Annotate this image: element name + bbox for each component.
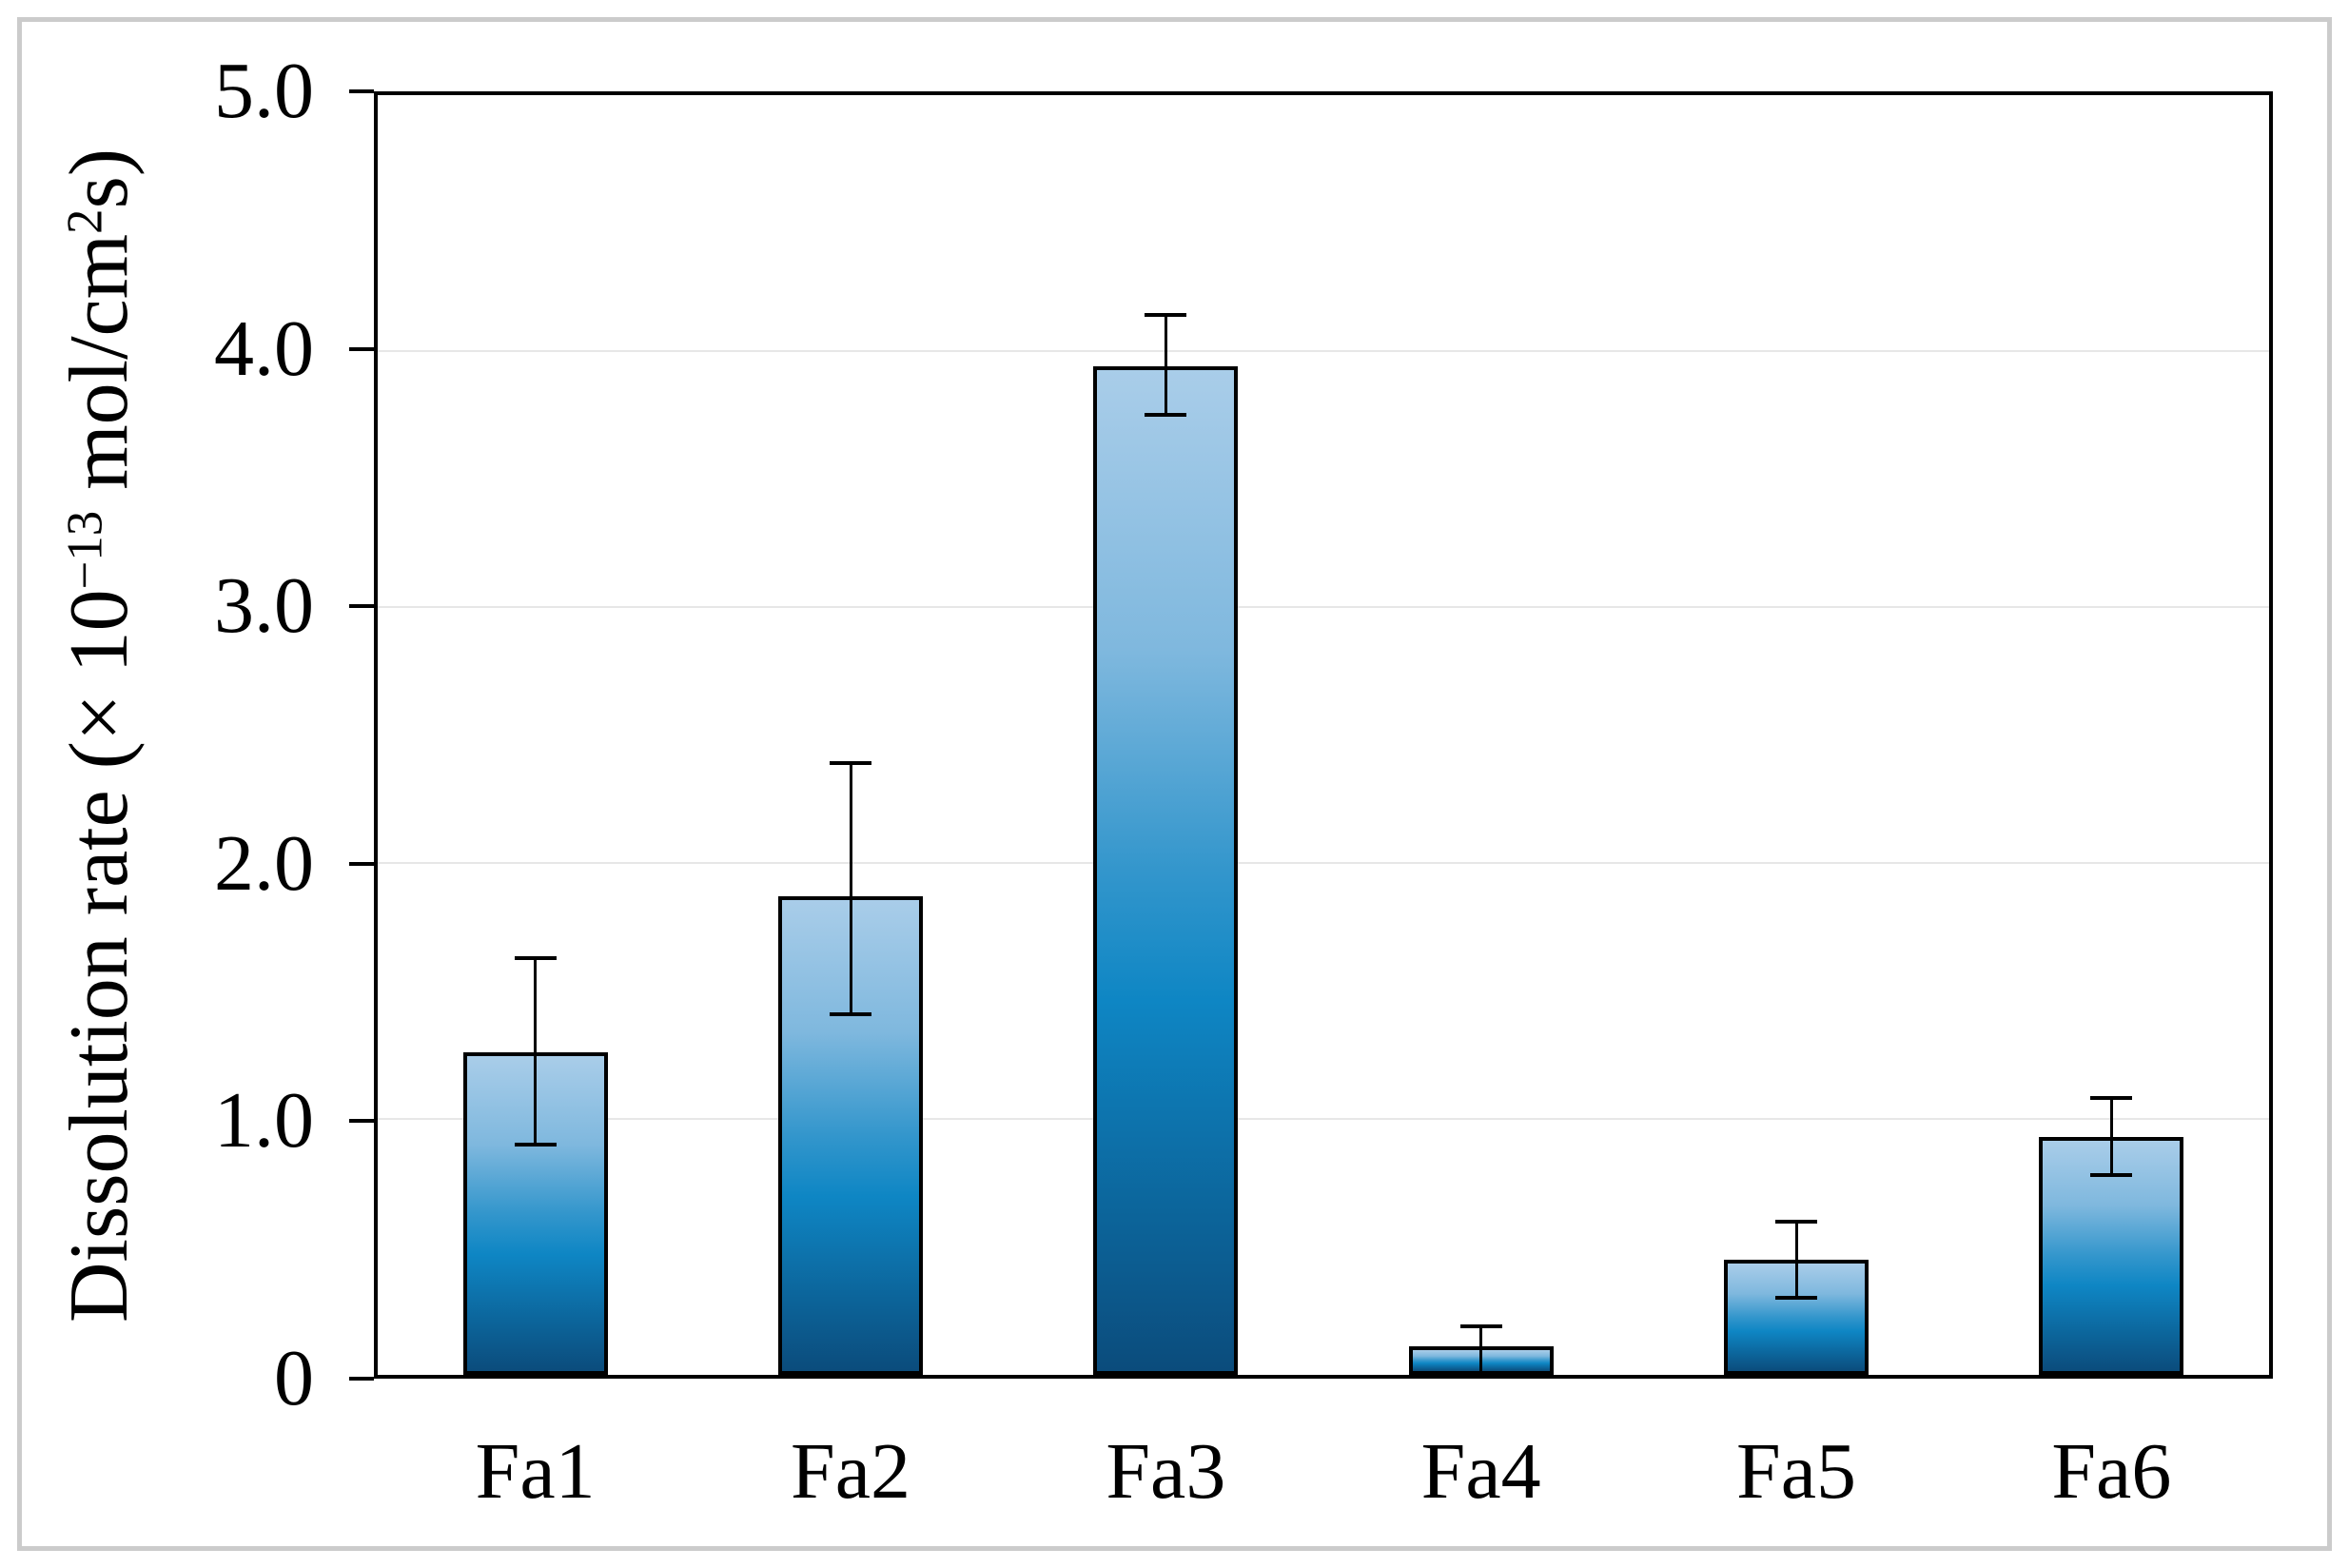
gridline-1.0 — [378, 1118, 2269, 1120]
x-category-label-Fa3: Fa3 — [1106, 1427, 1226, 1516]
y-axis-tick-0 — [349, 1377, 374, 1381]
error-bar-line-Fa2 — [849, 763, 852, 1014]
error-bar-cap-top-Fa1 — [514, 955, 557, 960]
error-bar-line-Fa1 — [534, 957, 538, 1145]
error-bar-line-Fa6 — [2109, 1098, 2113, 1176]
error-bar-line-Fa3 — [1164, 315, 1167, 416]
y-axis-tick-1.0 — [349, 1119, 374, 1124]
x-category-label-Fa2: Fa2 — [791, 1427, 910, 1516]
y-axis-title-prefix: Dissolution rate (× 10 — [53, 588, 146, 1323]
y-axis-tick-4.0 — [349, 346, 374, 351]
y-tick-label-5.0: 5.0 — [214, 47, 314, 135]
error-bar-line-Fa5 — [1794, 1221, 1798, 1299]
y-axis-tick-5.0 — [349, 89, 374, 93]
error-bar-cap-bottom-Fa6 — [2090, 1173, 2133, 1178]
x-category-label-Fa1: Fa1 — [475, 1427, 596, 1516]
y-axis-title-suffix: s) — [53, 147, 146, 209]
gridline-4.0 — [378, 350, 2269, 352]
error-bar-cap-top-Fa6 — [2090, 1096, 2133, 1101]
y-tick-label-2.0: 2.0 — [214, 818, 314, 908]
x-category-label-Fa6: Fa6 — [2051, 1427, 2172, 1516]
gridline-2.0 — [378, 862, 2269, 864]
y-tick-label-4.0: 4.0 — [214, 304, 314, 393]
error-bar-cap-top-Fa3 — [1145, 313, 1187, 318]
error-bar-cap-top-Fa4 — [1459, 1323, 1502, 1328]
y-axis-tick-3.0 — [349, 604, 374, 609]
error-bar-line-Fa4 — [1479, 1325, 1483, 1375]
error-bar-cap-bottom-Fa3 — [1145, 413, 1187, 418]
plot-area — [374, 91, 2273, 1379]
bar-Fa3 — [1093, 366, 1239, 1375]
y-tick-label-1.0: 1.0 — [214, 1076, 314, 1166]
bar-Fa5 — [1724, 1259, 1869, 1375]
y-axis-title-wrap: Dissolution rate (× 10−13 mol/cm2s) — [19, 91, 181, 1379]
y-axis-title-square: 2 — [57, 208, 113, 234]
x-category-label-Fa4: Fa4 — [1420, 1427, 1541, 1516]
y-axis-tick-2.0 — [349, 861, 374, 866]
error-bar-cap-bottom-Fa5 — [1775, 1296, 1817, 1301]
x-category-label-Fa5: Fa5 — [1736, 1427, 1856, 1516]
y-tick-label-0: 0 — [274, 1334, 314, 1422]
error-bar-cap-bottom-Fa4 — [1459, 1373, 1502, 1377]
error-bar-cap-top-Fa5 — [1775, 1219, 1817, 1224]
error-bar-cap-bottom-Fa2 — [830, 1011, 871, 1016]
gridline-3.0 — [378, 606, 2269, 608]
y-tick-label-3.0: 3.0 — [214, 561, 314, 651]
error-bar-cap-top-Fa2 — [830, 761, 871, 766]
error-bar-cap-bottom-Fa1 — [514, 1142, 557, 1147]
